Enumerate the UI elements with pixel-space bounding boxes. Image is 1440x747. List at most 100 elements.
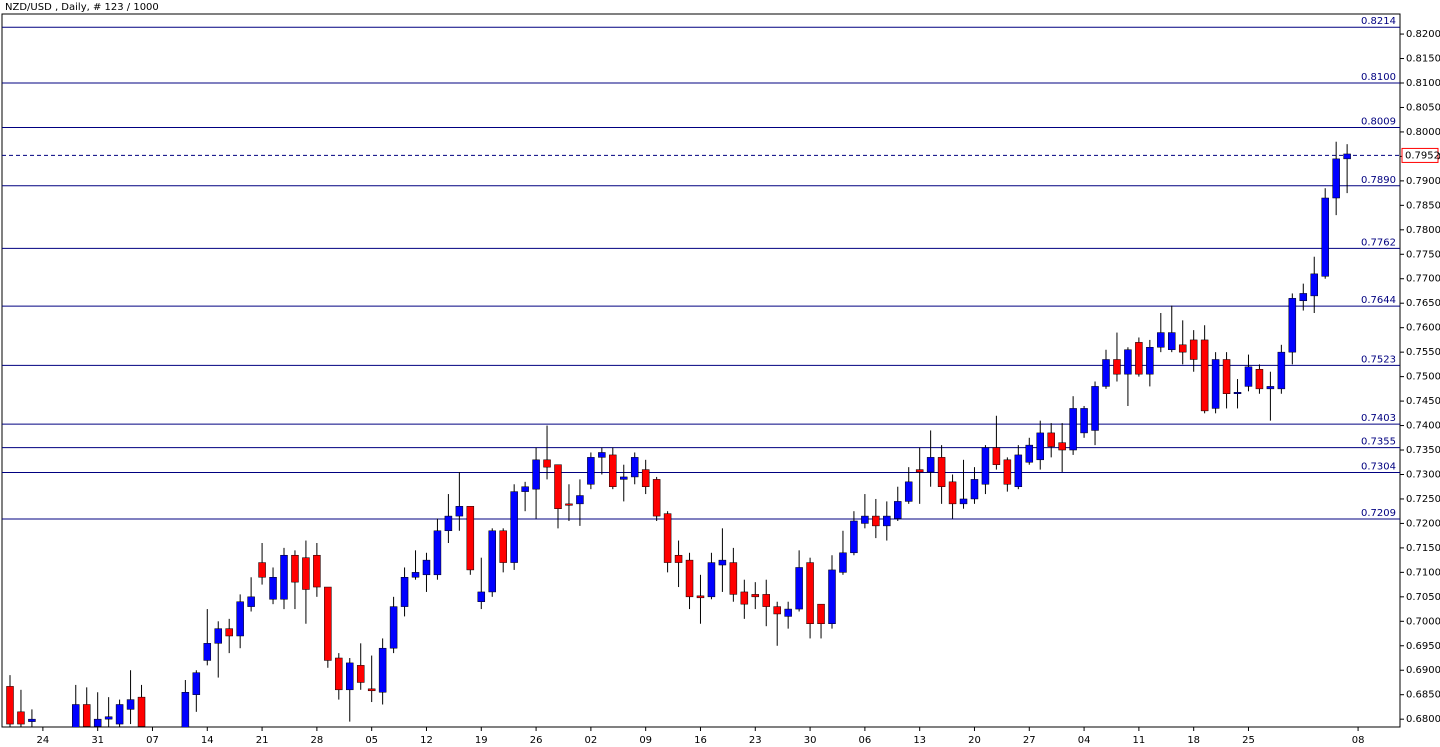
y-tick-label: 0.8150 [1406, 54, 1440, 65]
candle-body [1255, 369, 1264, 390]
y-tick-label: 0.7900 [1406, 176, 1440, 187]
y-tick-label: 0.7200 [1406, 518, 1440, 529]
candle-body [773, 606, 781, 615]
level-label: 0.7304 [1361, 462, 1396, 473]
level-label: 0.8009 [1361, 117, 1396, 128]
candle-body [1168, 332, 1176, 350]
candle-body [937, 457, 946, 487]
candle-body [685, 559, 694, 598]
candle-body [1299, 293, 1308, 302]
candle-body [192, 672, 201, 695]
candle-body [82, 704, 91, 727]
candle-body [707, 562, 716, 598]
candle-body [992, 447, 1001, 465]
candle-body [1146, 347, 1154, 375]
y-tick-label: 0.7750 [1406, 249, 1440, 260]
candle-body [488, 530, 496, 593]
level-label: 0.7523 [1361, 354, 1396, 365]
candle-body [970, 479, 979, 500]
candle-body [674, 554, 683, 563]
candle-body [313, 554, 321, 588]
candle-body [72, 704, 80, 727]
candle-body [1124, 349, 1132, 375]
candle-body [477, 591, 486, 602]
y-tick-label: 0.7350 [1406, 445, 1440, 456]
candle-body [335, 657, 343, 691]
candle-body [1244, 366, 1253, 387]
x-tick-label: 04 [1078, 735, 1091, 746]
candle-body [346, 662, 354, 691]
y-tick-label: 0.7300 [1406, 469, 1440, 480]
x-tick-label: 26 [530, 735, 543, 746]
candle-body [1222, 359, 1231, 394]
candle-body [1135, 342, 1143, 375]
candle-body [236, 601, 244, 637]
y-tick-label: 0.6850 [1406, 690, 1440, 701]
candle-body [554, 464, 562, 509]
candle-body [696, 595, 705, 599]
candle-body [795, 567, 803, 610]
x-tick-label: 11 [1133, 735, 1146, 746]
candle-body [181, 692, 190, 727]
x-tick-label: 06 [859, 735, 872, 746]
candle-body [1091, 386, 1099, 431]
candle-body [104, 716, 113, 720]
candle-body [718, 559, 727, 566]
candle-body [587, 457, 595, 485]
candle-body [652, 479, 661, 517]
candle-body [872, 515, 880, 527]
candle-body [784, 608, 792, 617]
candle-body [214, 628, 222, 644]
candle-body [433, 530, 442, 576]
x-tick-label: 30 [804, 735, 817, 746]
candle-body [28, 718, 36, 722]
x-tick-label: 28 [311, 735, 324, 746]
candle-body [411, 572, 420, 578]
candle-body [1036, 432, 1044, 461]
x-tick-label: 19 [475, 735, 488, 746]
y-tick-label: 0.7150 [1406, 543, 1440, 554]
y-tick-label: 0.8050 [1406, 102, 1440, 113]
level-label: 0.7209 [1361, 508, 1396, 519]
candle-body [729, 562, 738, 595]
candle-body [137, 696, 146, 727]
candle-body [1102, 359, 1110, 387]
y-tick-label: 0.7100 [1406, 567, 1440, 578]
y-tick-label: 0.7850 [1406, 200, 1440, 211]
candle-body [444, 515, 453, 532]
y-tick-label: 0.6950 [1406, 641, 1440, 652]
chart-title: NZD/USD , Daily, # 123 / 1000 [5, 2, 159, 13]
y-tick-label: 0.6900 [1406, 665, 1440, 676]
candle-body [1157, 332, 1165, 348]
x-tick-label: 13 [913, 735, 926, 746]
last-price-label: 0.7952 [1405, 150, 1440, 161]
candle-body [291, 554, 299, 583]
candle-body [115, 704, 124, 725]
level-label: 0.7355 [1361, 437, 1396, 448]
candle-body [1003, 459, 1012, 485]
candle-body [1233, 392, 1242, 394]
candle-body [400, 577, 409, 607]
candle-body [1200, 339, 1209, 412]
candle-body [620, 476, 628, 480]
candle-body [576, 495, 584, 505]
y-tick-label: 0.7000 [1406, 616, 1440, 627]
candle-body [894, 501, 902, 519]
candle-body [828, 569, 836, 624]
candle-body [751, 594, 760, 598]
candle-body [225, 628, 233, 637]
candle-body [1310, 273, 1318, 297]
candle-body [521, 486, 529, 492]
x-tick-label: 24 [37, 735, 50, 746]
candle-body [269, 577, 277, 600]
candle-body [1025, 444, 1034, 463]
candle-body [1047, 432, 1055, 447]
candle-body [1080, 408, 1088, 434]
candle-body [904, 481, 913, 502]
x-tick-label: 07 [146, 735, 159, 746]
candle-body [839, 552, 847, 573]
candle-body [598, 452, 606, 458]
x-tick-label: 25 [1242, 735, 1255, 746]
candle-body [883, 515, 891, 527]
candle-body [1189, 339, 1198, 360]
